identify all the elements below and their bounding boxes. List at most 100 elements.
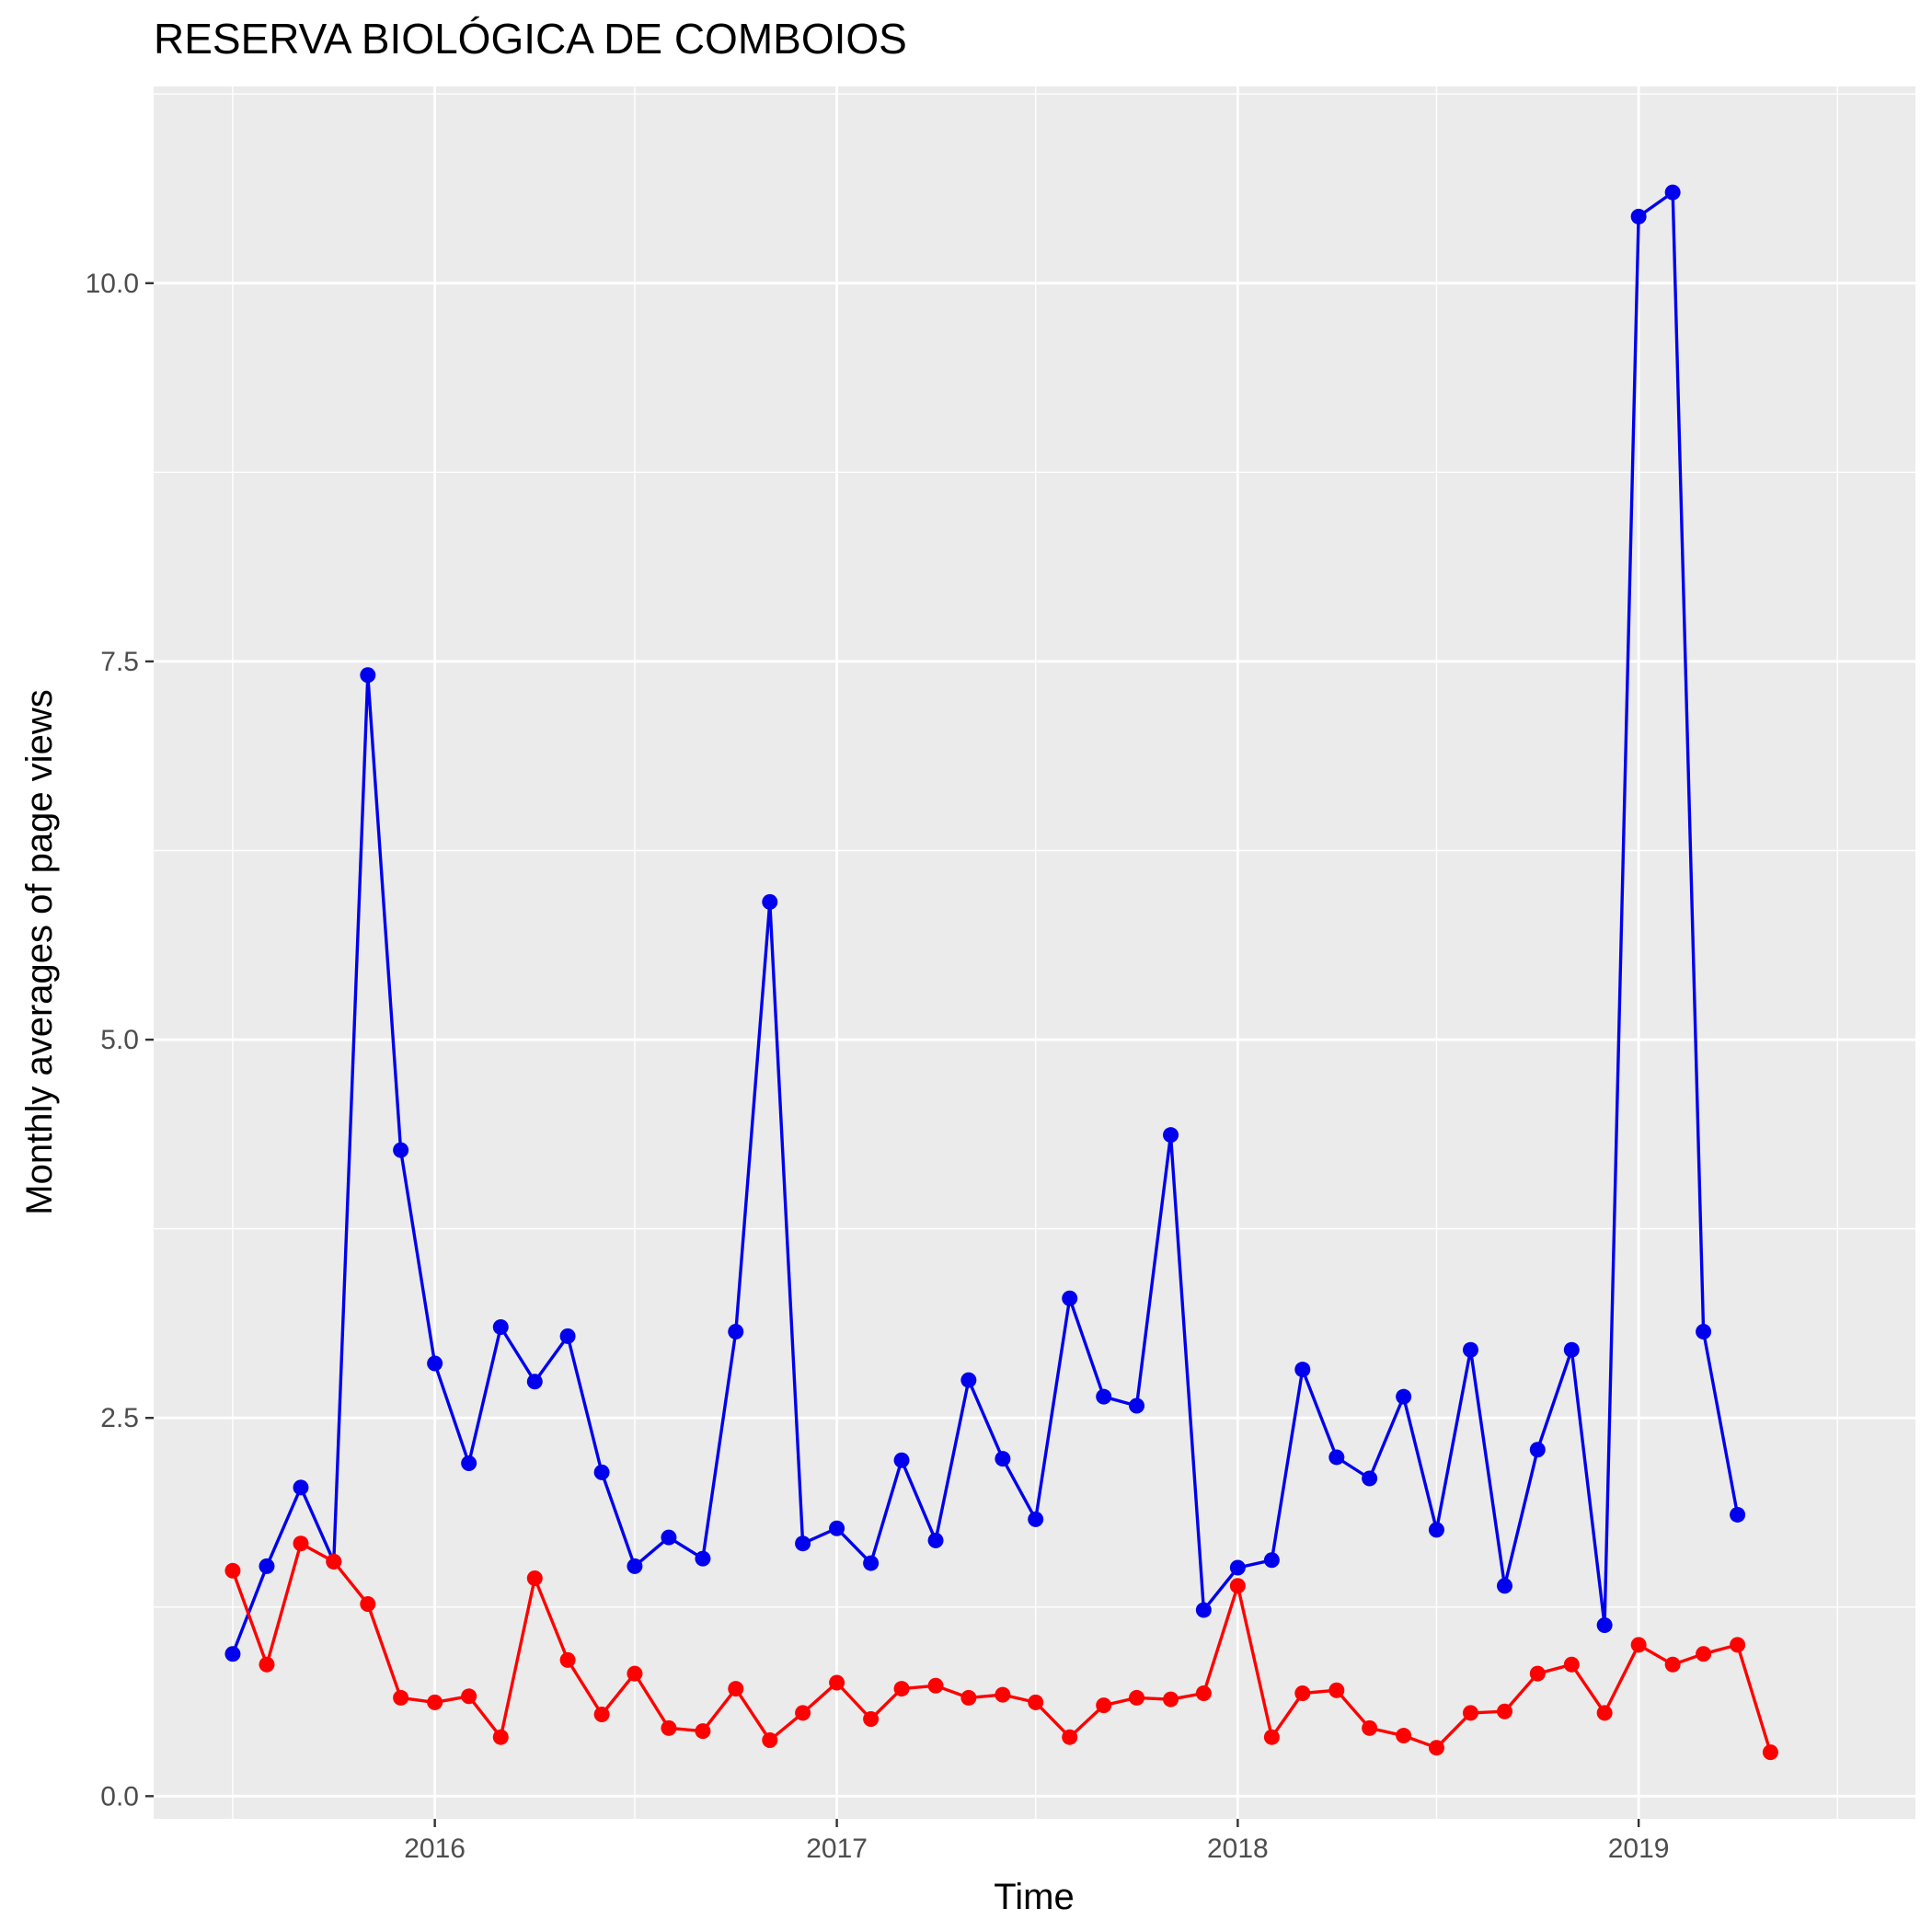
data-point: [960, 1372, 977, 1388]
x-axis-title: Time: [994, 1877, 1074, 1917]
data-point: [1730, 1637, 1746, 1653]
data-point: [1664, 184, 1681, 201]
x-tick-label: 2018: [1207, 1834, 1269, 1864]
data-point: [1362, 1470, 1378, 1487]
y-tick-label: 0.0: [100, 1781, 139, 1811]
data-point: [1462, 1341, 1478, 1358]
data-point: [526, 1570, 543, 1587]
data-point: [1428, 1522, 1444, 1538]
data-point: [1596, 1616, 1613, 1633]
gridlines: [154, 86, 1915, 1819]
data-point: [995, 1451, 1011, 1467]
data-point: [224, 1646, 241, 1662]
x-axis: 2016 2017 2018 2019: [404, 1819, 1670, 1864]
data-point: [627, 1665, 643, 1682]
data-point: [259, 1656, 275, 1673]
data-point: [627, 1558, 643, 1574]
data-point: [1696, 1323, 1712, 1340]
data-point: [1263, 1729, 1280, 1745]
data-point: [1396, 1728, 1412, 1744]
x-tick-label: 2017: [806, 1834, 868, 1864]
data-point: [795, 1705, 811, 1721]
data-point: [1496, 1578, 1512, 1594]
data-point: [593, 1464, 610, 1480]
series-layer: [224, 184, 1778, 1761]
data-point: [661, 1719, 677, 1736]
data-point: [1362, 1719, 1378, 1736]
data-point: [492, 1319, 509, 1336]
y-tick-label: 5.0: [100, 1025, 139, 1055]
chart-title: RESERVA BIOLÓGICA DE COMBOIOS: [154, 15, 907, 63]
x-tick-label: 2019: [1608, 1834, 1670, 1864]
y-axis-title: Monthly averages of page views: [19, 689, 60, 1214]
series-2: [224, 1535, 1778, 1761]
data-point: [762, 893, 778, 910]
data-point: [427, 1694, 443, 1710]
data-point: [1496, 1703, 1512, 1719]
data-point: [1028, 1511, 1044, 1527]
data-point: [360, 667, 376, 684]
data-point: [1096, 1388, 1112, 1405]
data-point: [559, 1328, 576, 1344]
data-point: [1294, 1362, 1311, 1378]
plot-panel: [154, 86, 1915, 1819]
data-point: [1428, 1740, 1444, 1756]
data-point: [393, 1142, 409, 1158]
data-point: [1229, 1559, 1246, 1576]
data-point: [427, 1355, 443, 1372]
data-point: [863, 1710, 880, 1727]
x-tick-label: 2016: [404, 1834, 466, 1864]
data-point: [829, 1520, 845, 1536]
data-point: [1129, 1689, 1145, 1706]
data-point: [492, 1729, 509, 1745]
data-point: [1062, 1729, 1078, 1745]
data-point: [593, 1707, 610, 1723]
data-point: [863, 1555, 880, 1571]
data-point: [293, 1535, 309, 1552]
data-point: [1096, 1697, 1112, 1714]
data-point: [526, 1374, 543, 1390]
data-point: [1396, 1388, 1412, 1405]
data-point: [728, 1323, 744, 1340]
data-point: [960, 1689, 977, 1706]
data-point: [360, 1595, 376, 1612]
data-point: [1462, 1705, 1478, 1721]
data-point: [762, 1731, 778, 1748]
data-point: [1129, 1397, 1145, 1414]
data-point: [461, 1455, 477, 1472]
data-point: [1195, 1602, 1212, 1618]
data-point: [995, 1686, 1011, 1703]
data-point: [829, 1674, 845, 1691]
data-point: [259, 1558, 275, 1574]
y-tick-label: 2.5: [100, 1403, 139, 1433]
data-point: [1294, 1685, 1311, 1702]
data-point: [728, 1681, 744, 1697]
data-point: [893, 1681, 910, 1697]
data-point: [927, 1677, 944, 1694]
data-point: [293, 1479, 309, 1496]
data-point: [1529, 1442, 1546, 1458]
data-point: [1563, 1341, 1580, 1358]
data-point: [1195, 1685, 1212, 1702]
data-point: [1529, 1665, 1546, 1682]
data-point: [1263, 1552, 1280, 1569]
data-point: [1163, 1127, 1179, 1144]
data-point: [695, 1550, 711, 1567]
data-point: [1596, 1705, 1613, 1721]
data-point: [1328, 1682, 1345, 1698]
data-point: [393, 1689, 409, 1706]
data-point: [927, 1532, 944, 1548]
data-point: [1630, 1637, 1647, 1653]
data-point: [1062, 1290, 1078, 1306]
data-point: [224, 1562, 241, 1579]
data-point: [1630, 208, 1647, 224]
data-point: [1163, 1691, 1179, 1708]
data-point: [695, 1723, 711, 1740]
data-point: [795, 1535, 811, 1552]
data-point: [1664, 1656, 1681, 1673]
data-point: [1028, 1694, 1044, 1710]
data-point: [461, 1688, 477, 1705]
data-point: [1762, 1744, 1778, 1761]
y-tick-label: 10.0: [86, 269, 139, 299]
